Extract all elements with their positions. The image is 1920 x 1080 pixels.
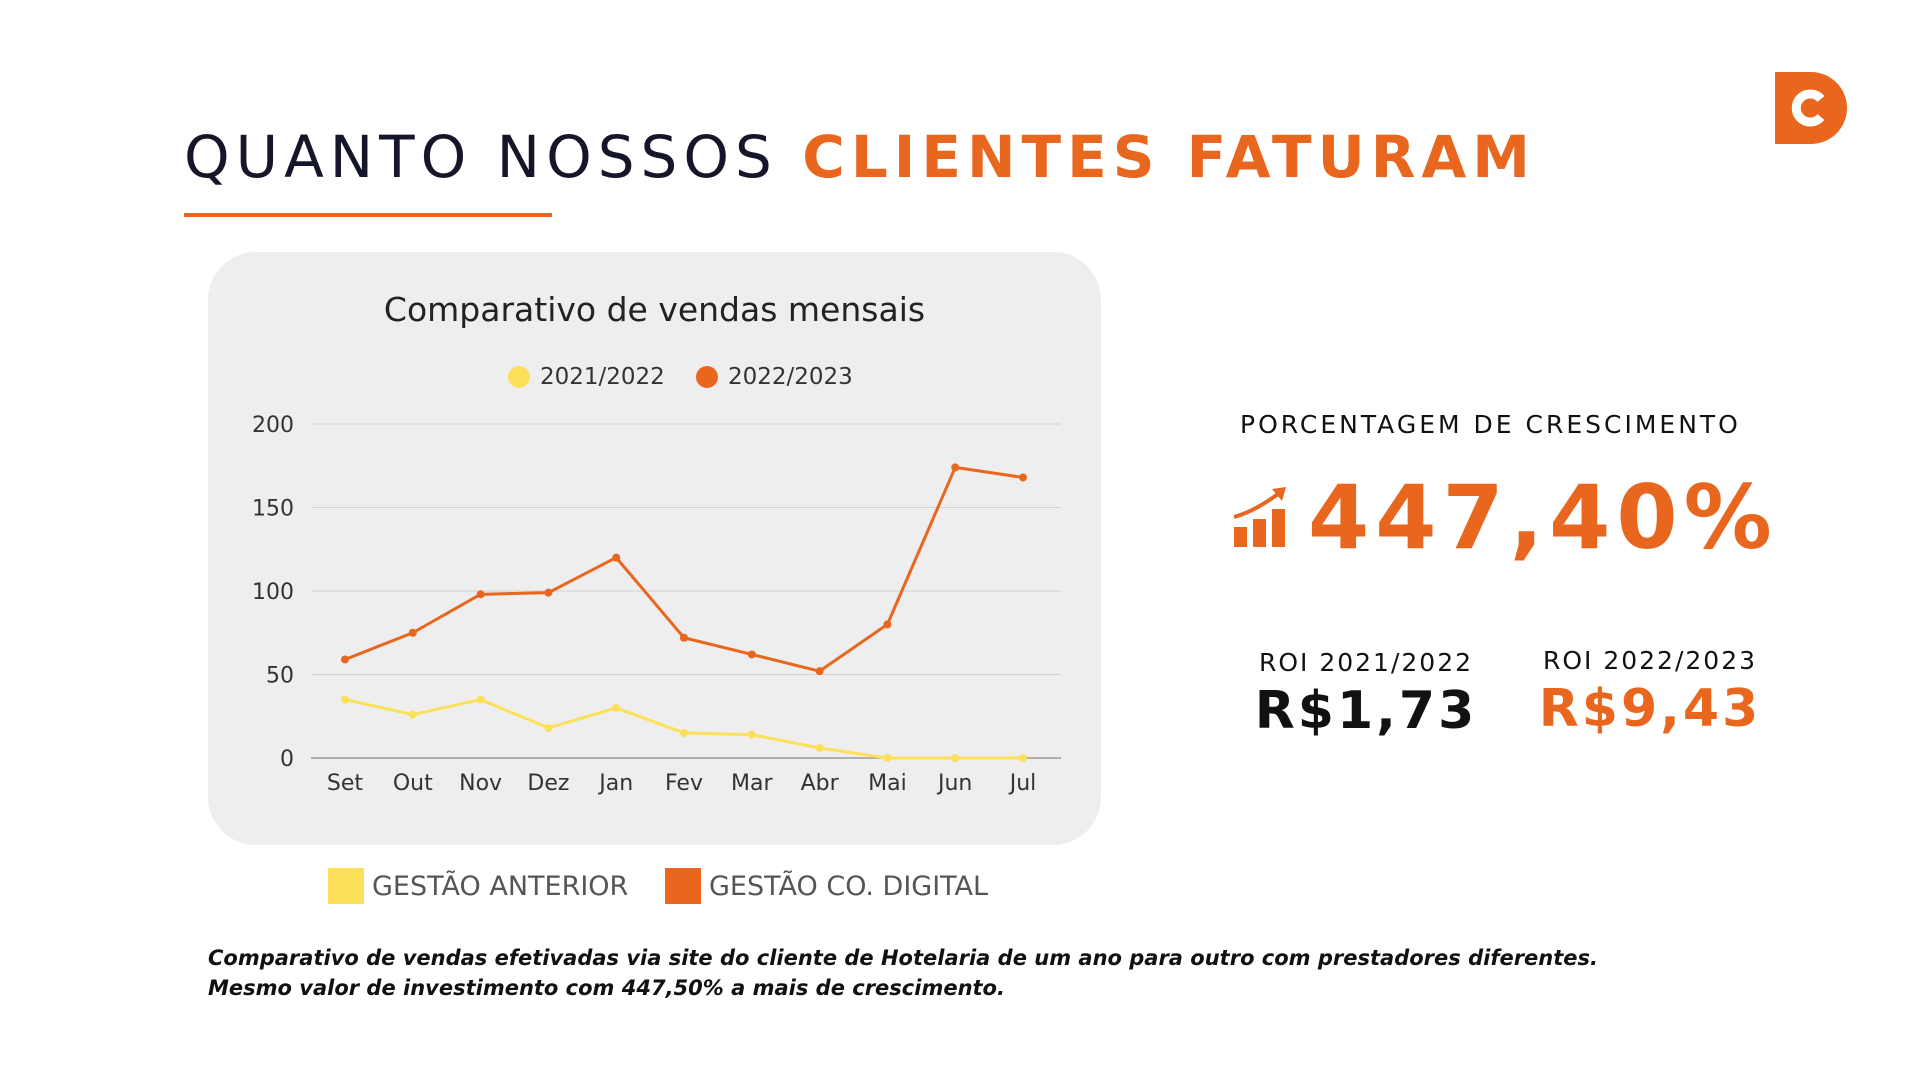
legend-dot-2021-2022 — [508, 366, 530, 388]
data-point-2021-2022-nov — [476, 695, 485, 704]
y-tick-label-200: 200 — [252, 413, 294, 438]
data-point-2021-2022-out — [408, 710, 417, 719]
growth-chart-icon — [1233, 487, 1286, 547]
data-point-2022-2023-abr — [815, 667, 824, 676]
data-point-2022-2023-dez — [544, 588, 553, 597]
x-tick-label-mar: Mar — [731, 771, 773, 796]
y-tick-label-150: 150 — [252, 497, 294, 522]
data-point-2021-2022-set — [341, 695, 349, 704]
roi-value-2021-2022: R$1,73 — [1254, 681, 1478, 741]
category-legend-digital: GESTÃO CO. DIGITAL — [665, 866, 988, 906]
category-label-digital: GESTÃO CO. DIGITAL — [709, 870, 989, 902]
legend-item-2022-2023: 2022/2023 — [696, 364, 853, 390]
data-point-2022-2023-mai — [883, 620, 892, 629]
page-title: QUANTO NOSSOS CLIENTES FATURAM — [184, 122, 1536, 192]
data-point-2022-2023-jun — [951, 463, 960, 472]
title-part-2: CLIENTES FATURAM — [802, 123, 1536, 191]
growth-block: 447,40% — [1232, 462, 1778, 572]
data-point-2022-2023-jul — [1019, 473, 1027, 482]
legend-dot-2022-2023 — [696, 366, 718, 388]
category-label-previous: GESTÃO ANTERIOR — [372, 870, 629, 902]
series-line-2021-2022 — [344, 698, 1023, 760]
data-point-2022-2023-out — [408, 628, 417, 637]
data-point-2021-2022-fev — [680, 728, 688, 737]
chart-title: Comparativo de vendas mensais — [383, 290, 926, 329]
data-point-2022-2023-mar — [747, 650, 756, 659]
roi-2021-2022: ROI 2021/2022 R$1,73 — [1236, 648, 1496, 741]
letter-c-logo-icon — [1775, 72, 1847, 144]
x-tick-label-jul: Jul — [1008, 771, 1037, 796]
data-point-2021-2022-dez — [544, 723, 553, 732]
swatch-previous — [328, 868, 364, 904]
x-tick-label-mai: Mai — [868, 771, 907, 796]
legend-item-2021-2022: 2021/2022 — [508, 364, 665, 390]
data-point-2022-2023-set — [341, 655, 349, 664]
x-tick-label-jan: Jan — [597, 771, 633, 796]
footnote-line-1: Comparativo de vendas efetivadas via sit… — [208, 946, 1598, 970]
x-tick-label-nov: Nov — [459, 771, 502, 796]
title-underline — [184, 213, 552, 217]
footnote: Comparativo de vendas efetivadas via sit… — [208, 943, 1608, 1003]
x-tick-label-fev: Fev — [665, 771, 703, 796]
data-point-2021-2022-jul — [1019, 754, 1027, 762]
category-legend-previous: GESTÃO ANTERIOR — [328, 866, 628, 906]
roi-2022-2023: ROI 2022/2023 R$9,43 — [1520, 646, 1780, 739]
roi-label-2022-2023: ROI 2022/2023 — [1542, 646, 1758, 675]
line-chart: 0 50 100 150 200 Set Out Nov Dez Jan Fev Mar Abr Mai J… — [252, 413, 1061, 796]
data-point-2021-2022-abr — [815, 743, 824, 752]
data-point-2021-2022-jun — [951, 754, 960, 762]
data-point-2022-2023-jan — [612, 553, 621, 562]
growth-value: 447,40% — [1308, 465, 1778, 569]
legend-label-2022-2023: 2022/2023 — [728, 364, 853, 390]
legend-label-2021-2022: 2021/2022 — [540, 364, 665, 390]
y-tick-label-50: 50 — [266, 664, 294, 689]
data-point-2021-2022-mai — [883, 754, 892, 762]
swatch-digital — [665, 868, 701, 904]
x-tick-label-abr: Abr — [801, 771, 840, 796]
x-tick-label-jun: Jun — [936, 771, 972, 796]
roi-value-2022-2023: R$9,43 — [1538, 679, 1762, 739]
y-tick-label-0: 0 — [280, 747, 294, 772]
x-tick-label-dez: Dez — [527, 771, 569, 796]
data-point-2022-2023-fev — [680, 633, 688, 642]
data-point-2021-2022-mar — [747, 730, 756, 739]
growth-label: PORCENTAGEM DE CRESCIMENTO — [1240, 410, 1741, 439]
x-tick-label-out: Out — [393, 771, 433, 796]
y-tick-label-100: 100 — [252, 580, 294, 605]
roi-label-2021-2022: ROI 2021/2022 — [1258, 648, 1474, 677]
footnote-line-2: Mesmo valor de investimento com 447,50% … — [208, 976, 1005, 1000]
data-point-2022-2023-nov — [476, 590, 485, 599]
title-part-1: QUANTO NOSSOS — [184, 123, 778, 191]
x-tick-label-set: Set — [327, 771, 364, 796]
chart-card: Comparativo de vendas mensais 2021/2022 … — [208, 252, 1101, 845]
data-point-2021-2022-jan — [612, 703, 621, 712]
